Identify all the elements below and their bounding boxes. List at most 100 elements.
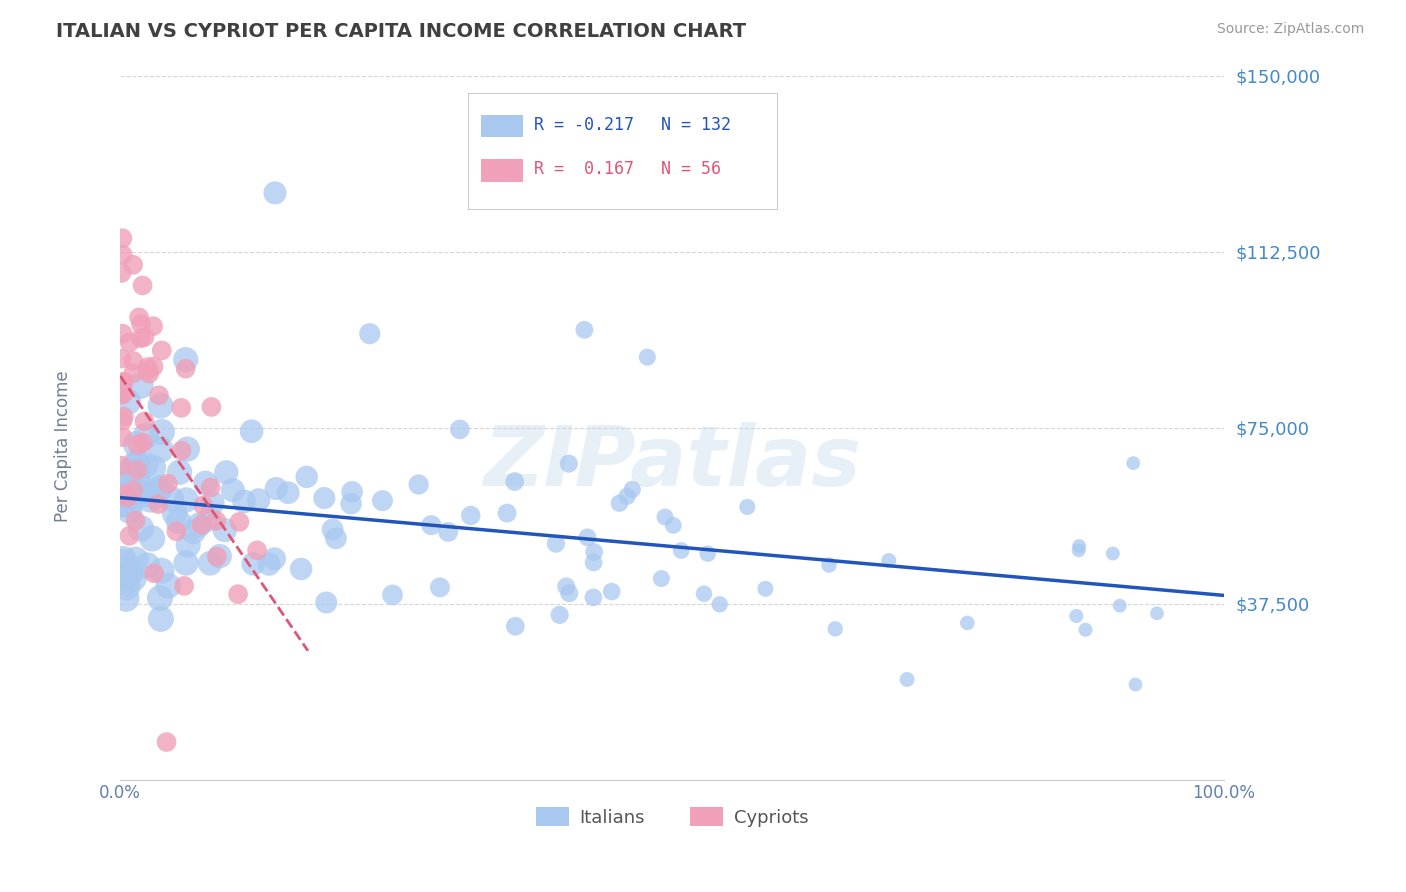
Point — [141, 532, 163, 546]
Point — [111, 326, 134, 341]
Point — [228, 515, 250, 529]
Point — [114, 570, 136, 584]
Point — [170, 443, 193, 458]
Point — [122, 366, 145, 380]
Point — [754, 582, 776, 596]
Point — [709, 597, 731, 611]
Point — [247, 492, 270, 507]
Point — [110, 487, 132, 501]
Point — [129, 378, 152, 392]
Point — [110, 458, 132, 473]
Point — [548, 607, 571, 622]
Point — [127, 438, 149, 452]
Point — [582, 591, 605, 605]
Point — [155, 735, 177, 749]
Point — [208, 549, 231, 563]
Point — [582, 556, 605, 570]
Point — [1069, 539, 1091, 553]
Point — [124, 553, 146, 567]
Point — [128, 310, 150, 325]
Point — [118, 335, 141, 350]
Point — [176, 442, 198, 456]
Point — [165, 524, 187, 539]
Point — [120, 495, 142, 509]
Point — [112, 552, 135, 566]
Point — [177, 538, 200, 552]
Point — [1125, 677, 1147, 691]
Text: Per Capita Income: Per Capita Income — [55, 370, 72, 522]
Point — [163, 507, 186, 521]
Point — [111, 387, 134, 401]
Point — [122, 483, 145, 498]
Point — [263, 551, 285, 566]
Point — [503, 475, 526, 489]
Point — [118, 566, 141, 581]
Point — [505, 619, 527, 633]
Point — [671, 543, 693, 558]
Point — [449, 422, 471, 436]
Point — [190, 517, 212, 532]
Point — [194, 476, 217, 491]
Point — [205, 514, 228, 528]
Point — [124, 514, 146, 528]
Point — [111, 414, 134, 428]
FancyBboxPatch shape — [481, 160, 523, 182]
Point — [650, 572, 672, 586]
Point — [198, 512, 221, 526]
Point — [146, 483, 169, 498]
Point — [201, 496, 224, 510]
Point — [169, 465, 191, 479]
Point — [111, 248, 134, 262]
Point — [138, 367, 160, 381]
Point — [143, 489, 166, 503]
Text: N = 132: N = 132 — [661, 116, 731, 134]
Point — [1102, 547, 1125, 561]
Point — [115, 580, 138, 594]
Point — [135, 429, 157, 443]
FancyBboxPatch shape — [468, 93, 778, 210]
Point — [150, 425, 173, 439]
Point — [112, 385, 135, 400]
Point — [173, 579, 195, 593]
Point — [877, 553, 900, 567]
Point — [112, 409, 135, 424]
Point — [142, 460, 165, 475]
Point — [111, 376, 134, 390]
Point — [124, 468, 146, 483]
Point — [200, 400, 222, 414]
FancyBboxPatch shape — [481, 115, 523, 137]
Point — [122, 571, 145, 585]
Point — [381, 588, 404, 602]
Point — [118, 482, 141, 496]
Point — [205, 549, 228, 564]
Point — [233, 494, 256, 508]
Point — [1074, 623, 1097, 637]
Point — [544, 537, 567, 551]
Point — [134, 415, 156, 429]
Point — [325, 531, 347, 545]
Point — [112, 567, 135, 582]
Point — [174, 492, 197, 507]
Point — [135, 487, 157, 501]
Point — [1066, 609, 1088, 624]
Point — [111, 497, 134, 511]
Point — [110, 266, 132, 280]
Point — [111, 231, 134, 245]
Point — [117, 475, 139, 489]
Point — [200, 480, 222, 494]
Point — [149, 591, 172, 605]
Point — [314, 491, 336, 505]
Point — [242, 557, 264, 571]
Point — [118, 464, 141, 478]
Point — [295, 470, 318, 484]
Point — [693, 587, 716, 601]
Point — [496, 506, 519, 520]
Point — [609, 496, 631, 510]
Point — [122, 354, 145, 368]
Point — [555, 579, 578, 593]
Point — [142, 319, 165, 334]
Point — [111, 430, 134, 444]
Point — [125, 456, 148, 470]
Text: ITALIAN VS CYPRIOT PER CAPITA INCOME CORRELATION CHART: ITALIAN VS CYPRIOT PER CAPITA INCOME COR… — [56, 22, 747, 41]
Point — [111, 556, 134, 570]
